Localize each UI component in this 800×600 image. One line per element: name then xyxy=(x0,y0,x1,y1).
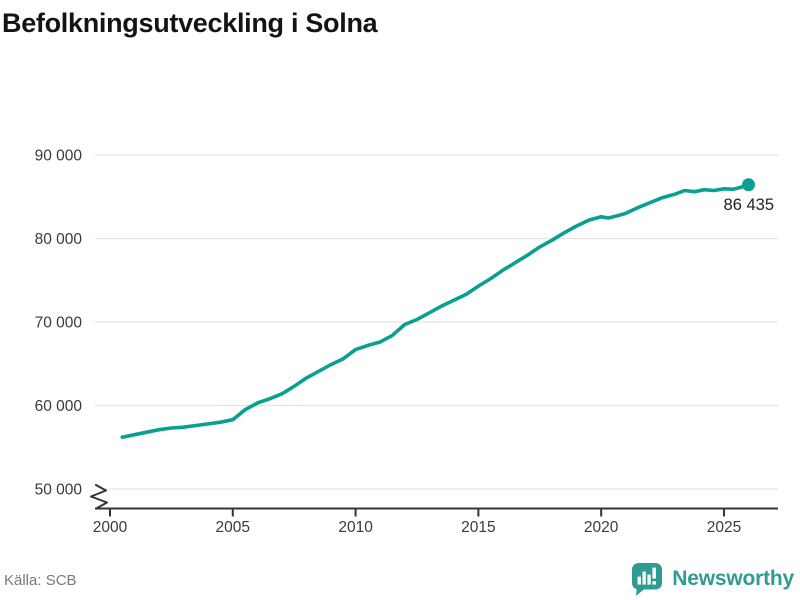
y-tick-label: 50 000 xyxy=(35,482,83,499)
x-tick-label: 2015 xyxy=(461,519,495,536)
y-tick-label: 80 000 xyxy=(35,231,83,248)
speech-bubble-shape xyxy=(632,562,663,596)
last-point-value-label: 86 435 xyxy=(724,196,774,214)
x-tick-label: 2000 xyxy=(93,519,128,536)
y-tick-label: 70 000 xyxy=(35,315,83,332)
x-tick-label: 2005 xyxy=(216,519,250,536)
newsworthy-wordmark: Newsworthy xyxy=(672,567,794,590)
newsworthy-logo[interactable]: Newsworthy xyxy=(631,561,794,597)
x-tick-label: 2010 xyxy=(338,519,373,536)
newsworthy-speech-bubble-chart-icon xyxy=(632,562,663,596)
chart-title: Befolkningsutveckling i Solna xyxy=(2,8,378,38)
y-tick-label: 90 000 xyxy=(35,148,83,165)
y-tick-label: 60 000 xyxy=(35,398,83,415)
last-point-marker xyxy=(742,178,756,192)
x-tick-label: 2020 xyxy=(584,519,619,536)
x-tick-label: 2025 xyxy=(707,519,741,536)
axis-break-zigzag xyxy=(90,484,108,509)
bar-chart-with-exclamation-glyph xyxy=(637,567,657,585)
population-line xyxy=(120,183,751,439)
source-label: Källa: SCB xyxy=(4,572,77,589)
